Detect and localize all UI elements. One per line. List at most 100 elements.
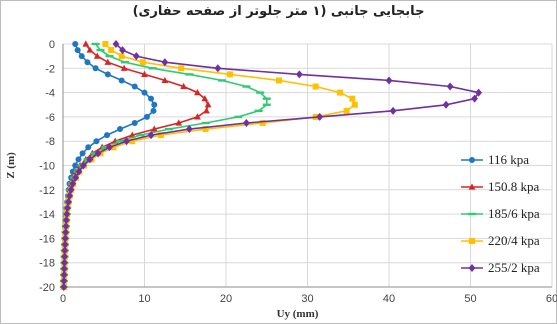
data-point — [61, 252, 69, 261]
data-point — [141, 70, 148, 77]
data-point — [128, 131, 136, 138]
data-point — [75, 167, 83, 176]
data-point — [139, 59, 146, 66]
data-point — [62, 216, 70, 225]
data-point — [147, 131, 155, 140]
data-point — [343, 107, 350, 114]
data-point — [60, 283, 68, 291]
legend-key — [461, 238, 483, 244]
data-point — [316, 112, 324, 121]
y-tick-label: -2 — [45, 63, 55, 75]
data-point — [78, 53, 85, 60]
data-point — [82, 40, 90, 47]
data-point — [143, 113, 150, 120]
data-point — [312, 83, 319, 90]
series-group — [59, 40, 483, 291]
data-point — [84, 59, 91, 66]
data-point — [256, 91, 265, 94]
data-point — [72, 173, 80, 182]
y-tick-label: -10 — [39, 161, 55, 173]
legend-label: 150.8 kpa — [488, 179, 540, 194]
x-tick-label: 10 — [138, 293, 150, 305]
x-tick-label: 60 — [546, 293, 557, 305]
data-point — [202, 126, 209, 133]
y-tick-label: -6 — [45, 112, 55, 124]
data-point — [217, 79, 226, 82]
data-point — [94, 149, 102, 158]
data-point — [101, 146, 110, 149]
data-point — [79, 161, 87, 170]
data-point — [62, 222, 70, 231]
x-tick-label: 50 — [464, 293, 476, 305]
data-point — [262, 103, 271, 106]
data-point — [275, 77, 282, 84]
data-point — [75, 156, 82, 163]
legend-marker — [468, 183, 476, 190]
data-point — [116, 140, 125, 143]
data-point — [118, 53, 125, 60]
data-point — [262, 97, 271, 100]
data-point — [117, 126, 124, 133]
legend-key — [461, 264, 483, 272]
legend-label: 220/4 kpa — [488, 233, 540, 248]
legend-label: 116 kpa — [488, 152, 530, 167]
data-point — [118, 77, 125, 84]
data-point — [389, 106, 397, 115]
data-point — [74, 47, 81, 54]
y-tick-label: -14 — [39, 209, 55, 221]
x-axis-title: Uy (mm) — [277, 308, 319, 320]
legend-item: 185/6 kpa — [460, 204, 556, 231]
data-point — [349, 95, 356, 102]
data-point — [157, 132, 164, 139]
x-tick-label: 0 — [60, 293, 66, 305]
data-point — [131, 83, 138, 90]
data-point — [96, 48, 105, 52]
data-point — [120, 61, 129, 64]
y-tick-label: -12 — [39, 185, 55, 197]
data-point — [242, 85, 251, 88]
data-point — [86, 46, 94, 53]
data-point — [102, 41, 109, 47]
y-tick-label: -16 — [39, 233, 55, 245]
legend-marker — [469, 157, 475, 163]
data-point — [180, 82, 188, 90]
data-point — [385, 76, 393, 85]
y-tick-label: -4 — [45, 88, 55, 100]
data-point — [108, 47, 115, 54]
data-point — [161, 58, 169, 67]
data-point — [131, 119, 138, 126]
data-point — [164, 127, 173, 131]
data-point — [475, 88, 483, 97]
legend-label: 185/6 kpa — [488, 206, 540, 221]
data-point — [120, 64, 128, 71]
data-point — [104, 132, 111, 139]
data-point — [351, 101, 358, 108]
data-point — [85, 144, 92, 151]
data-point — [204, 101, 212, 108]
data-point — [242, 118, 250, 127]
legend-item: 220/4 kpa — [460, 231, 556, 258]
data-point — [203, 107, 210, 114]
data-point — [104, 58, 112, 65]
data-point — [106, 143, 113, 152]
data-point — [442, 100, 450, 109]
data-point — [69, 179, 77, 188]
data-point — [62, 228, 70, 237]
data-point — [295, 70, 303, 79]
data-point — [201, 121, 210, 125]
data-point — [64, 197, 72, 206]
data-point — [446, 82, 454, 91]
data-point — [136, 133, 145, 137]
legend-item: 255/2 kpa — [460, 258, 556, 285]
legend-marker — [468, 212, 476, 216]
series-255-2-kpa — [60, 40, 483, 291]
data-point — [61, 246, 69, 255]
data-point — [259, 119, 266, 126]
legend-marker — [469, 238, 475, 244]
data-point — [60, 276, 68, 285]
data-point — [91, 42, 100, 46]
y-tick-label: -8 — [45, 136, 55, 148]
data-point — [141, 89, 148, 96]
data-point — [185, 125, 193, 134]
data-point — [148, 67, 157, 70]
